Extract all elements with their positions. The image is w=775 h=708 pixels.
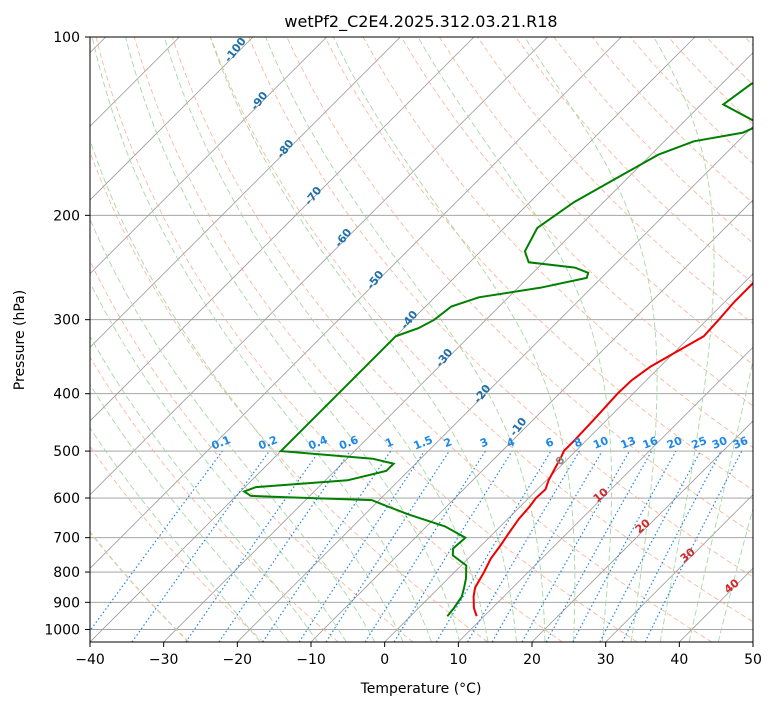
y-tick-label: 500 — [53, 444, 80, 460]
moist-adiabat-line — [90, 138, 404, 642]
mixing-ratio-line — [131, 450, 270, 642]
x-tick-label: −30 — [149, 652, 179, 668]
plot-profiles — [242, 82, 753, 617]
plot-frame — [89, 36, 754, 643]
moist-adiabat-line — [688, 358, 753, 642]
moist-adiabat-line — [653, 37, 715, 642]
dry-adiabat-line — [95, 37, 563, 642]
mixing-ratio-line — [185, 450, 320, 642]
y-tick-label: 200 — [53, 208, 80, 224]
y-tick-label: 900 — [53, 595, 80, 611]
plot-background-lines — [90, 37, 753, 642]
x-axis-label: Temperature (°C) — [360, 681, 482, 697]
x-tick-label: 50 — [744, 652, 762, 668]
isotherm-line — [458, 346, 753, 642]
mixing-ratio-line — [572, 450, 677, 642]
dry-adiabat-highlight-line — [90, 530, 190, 642]
mixing-ratio-label: 2 — [442, 435, 454, 450]
dry-adiabat-line — [90, 356, 339, 642]
isotherm-line — [90, 37, 548, 496]
moist-adiabat-line — [332, 37, 576, 642]
isotherm-line — [384, 273, 753, 642]
isotherm-line — [90, 37, 327, 275]
mixing-ratio-line — [298, 450, 425, 642]
moist-adiabat-line — [209, 37, 517, 642]
y-tick-label: 300 — [53, 313, 80, 329]
x-tick-label: 20 — [523, 652, 541, 668]
dry-adiabat-line — [133, 37, 638, 642]
x-tick-label: 30 — [597, 652, 615, 668]
isotherm-line — [237, 125, 753, 642]
dry-adiabat-line — [90, 260, 414, 642]
x-tick-label: −40 — [75, 652, 105, 668]
dry-adiabat-line — [515, 37, 753, 284]
y-tick-label: 400 — [53, 387, 80, 403]
mixing-ratio-line — [325, 450, 450, 642]
moist-adiabat-line — [90, 335, 319, 642]
dry-adiabat-line — [210, 37, 753, 623]
mixing-ratio-line — [218, 450, 351, 642]
isotherm-line — [163, 52, 753, 642]
chart-title: wetPf2_C2E4.2025.312.03.21.R18 — [284, 12, 557, 32]
dewpoint-profile-line — [242, 82, 753, 617]
dry-adiabat-line — [324, 37, 753, 491]
isotherm-line — [605, 494, 753, 642]
x-tick-label: −10 — [296, 652, 326, 668]
x-tick-label: 10 — [449, 652, 467, 668]
moist-adiabat-line — [524, 37, 658, 642]
isotherm-line — [90, 37, 622, 569]
mixing-ratio-label: 13 — [619, 434, 638, 452]
dry-adiabat-line — [171, 37, 712, 642]
y-tick-label: 1000 — [44, 622, 80, 638]
mixing-ratio-label: 30 — [710, 434, 729, 452]
isotherm-line — [531, 420, 753, 642]
mixing-ratio-label: 1 — [383, 435, 395, 450]
x-tick-label: −20 — [223, 652, 253, 668]
mixing-ratio-line — [521, 450, 631, 642]
mixing-ratio-label: 10 — [591, 434, 610, 452]
mixing-ratio-line — [393, 450, 513, 642]
mixing-ratio-label: 8 — [572, 435, 584, 450]
mixing-ratio-label: 3 — [478, 435, 490, 450]
moist-adiabat-line — [91, 37, 432, 642]
mixing-ratio-line — [262, 450, 392, 642]
moist-adiabat-line — [163, 37, 489, 642]
mixing-ratio-label: 25 — [690, 434, 709, 452]
isotherm-line — [90, 37, 254, 201]
dry-adiabat-line — [90, 150, 488, 642]
y-tick-label: 100 — [53, 30, 80, 46]
mixing-ratio-line — [545, 450, 653, 642]
moist-adiabat-line — [417, 37, 612, 642]
mixing-ratio-line — [644, 450, 743, 642]
temperature-profile-line — [472, 281, 753, 617]
mixing-ratio-line — [90, 450, 223, 632]
x-tick-label: 40 — [670, 652, 688, 668]
y-tick-label: 700 — [53, 531, 80, 547]
dry-adiabat-line — [248, 37, 753, 578]
moist-adiabat-line — [90, 427, 261, 642]
dry-adiabat-line — [400, 37, 753, 407]
x-tick-label: 0 — [380, 652, 389, 668]
moist-adiabat-line — [265, 37, 546, 642]
y-axis-label: Pressure (hPa) — [12, 290, 28, 390]
moist-adiabat-line — [125, 37, 461, 642]
axes: −40 −30 −20 −10 0 10 20 30 40 50 100 200 300 400 500 60… — [44, 30, 762, 668]
mixing-ratio-label: 36 — [731, 434, 750, 452]
dry-adiabat-line — [90, 445, 264, 642]
isotherm-line — [90, 37, 401, 348]
mixing-ratio-label: 16 — [641, 434, 660, 452]
mixing-ratio-label: 20 — [665, 434, 684, 452]
y-tick-label: 800 — [53, 565, 80, 581]
dry-adiabat-line — [439, 37, 753, 365]
y-tick-label: 600 — [53, 491, 80, 507]
isotherm-line — [90, 37, 475, 422]
moist-adiabat-line — [90, 383, 290, 642]
moist-adiabat-line — [90, 281, 347, 642]
